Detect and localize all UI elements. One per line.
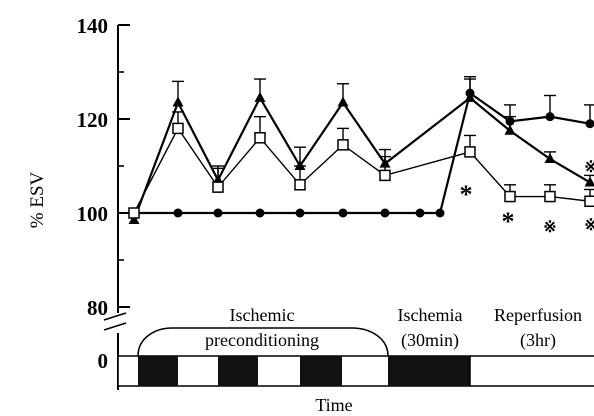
series-3-point-3: [254, 132, 266, 144]
phase-label-preconditioning-2: preconditioning: [205, 330, 319, 350]
y-axis-label: % ESV: [27, 171, 48, 228]
series-2-point-12: [584, 176, 594, 187]
series-3-point-5: [337, 139, 349, 151]
series-2-point-3: [254, 91, 266, 102]
series-3-point-1: [172, 122, 184, 135]
series-1-point-4: [295, 208, 305, 218]
y-ticks: [118, 24, 130, 361]
protocol-bar: [117, 355, 594, 387]
significance-mark-4: ※: [584, 159, 594, 176]
phase-label-ischemia-1: Ischemia: [398, 305, 463, 325]
ischemia-block-3: [300, 356, 342, 386]
significance-mark-2: *: [502, 207, 515, 236]
ischemia-block-1: [138, 356, 178, 386]
series-1-point-8: [435, 208, 445, 218]
series-3-point-0: [128, 207, 140, 219]
series-2-point-4: [294, 160, 306, 170]
significance-mark-3: ※: [543, 219, 556, 236]
y-tick-label-0: 0: [98, 349, 109, 373]
significance-mark-1: *: [460, 180, 473, 209]
phase-label-ischemia-2: (30min): [401, 330, 459, 351]
y-tick-label-80: 80: [87, 296, 108, 320]
axis-break-mark-2: [103, 322, 127, 331]
series-3-point-11: [544, 190, 556, 203]
series-2-point-0: [128, 214, 140, 225]
series-1-point-5: [338, 208, 348, 218]
series-3-point-12: [584, 195, 594, 207]
series-2-point-11: [544, 152, 556, 163]
series-1-point-7: [415, 208, 425, 218]
preconditioning-bracket: [137, 327, 389, 357]
ischemia-block-2: [218, 356, 258, 386]
series-2-point-9: [464, 91, 476, 102]
series-1-point-10: [505, 116, 515, 126]
series-3-point-9: [464, 146, 476, 158]
series-1-point-1: [173, 208, 183, 218]
y-tick-label-120: 120: [77, 108, 109, 132]
series-2-point-6: [379, 157, 391, 168]
series-3-point-4: [294, 179, 306, 191]
series-1-point-2: [213, 208, 223, 218]
significance-mark-5: ※: [584, 217, 594, 234]
series-2-point-1: [172, 96, 184, 107]
series-2-point-10: [504, 124, 516, 135]
series-1-point-6: [380, 208, 390, 218]
series-1-line: [134, 91, 591, 215]
y-tick-label-100: 100: [77, 202, 109, 226]
phase-label-reperfusion-1: Reperfusion: [494, 305, 582, 325]
series-2-point-5: [337, 96, 349, 107]
series-3-point-10: [504, 190, 516, 203]
phase-label-reperfusion-2: (3hr): [520, 330, 556, 351]
series-3-point-2: [212, 181, 224, 193]
series-3-line: [133, 127, 591, 214]
axis-break-mark-1: [103, 312, 127, 321]
ischemia-block-4: [388, 356, 470, 386]
series-1-point-12: [585, 119, 594, 129]
series-1-point-11: [545, 112, 555, 122]
series-3-point-6: [379, 169, 391, 182]
x-axis-label: Time: [315, 395, 352, 415]
series-1-point-3: [255, 208, 265, 218]
y-tick-label-140: 140: [77, 14, 109, 38]
phase-label-preconditioning-1: Ischemic: [230, 305, 295, 325]
plot-area: * * ※ ※ ※: [128, 75, 594, 236]
